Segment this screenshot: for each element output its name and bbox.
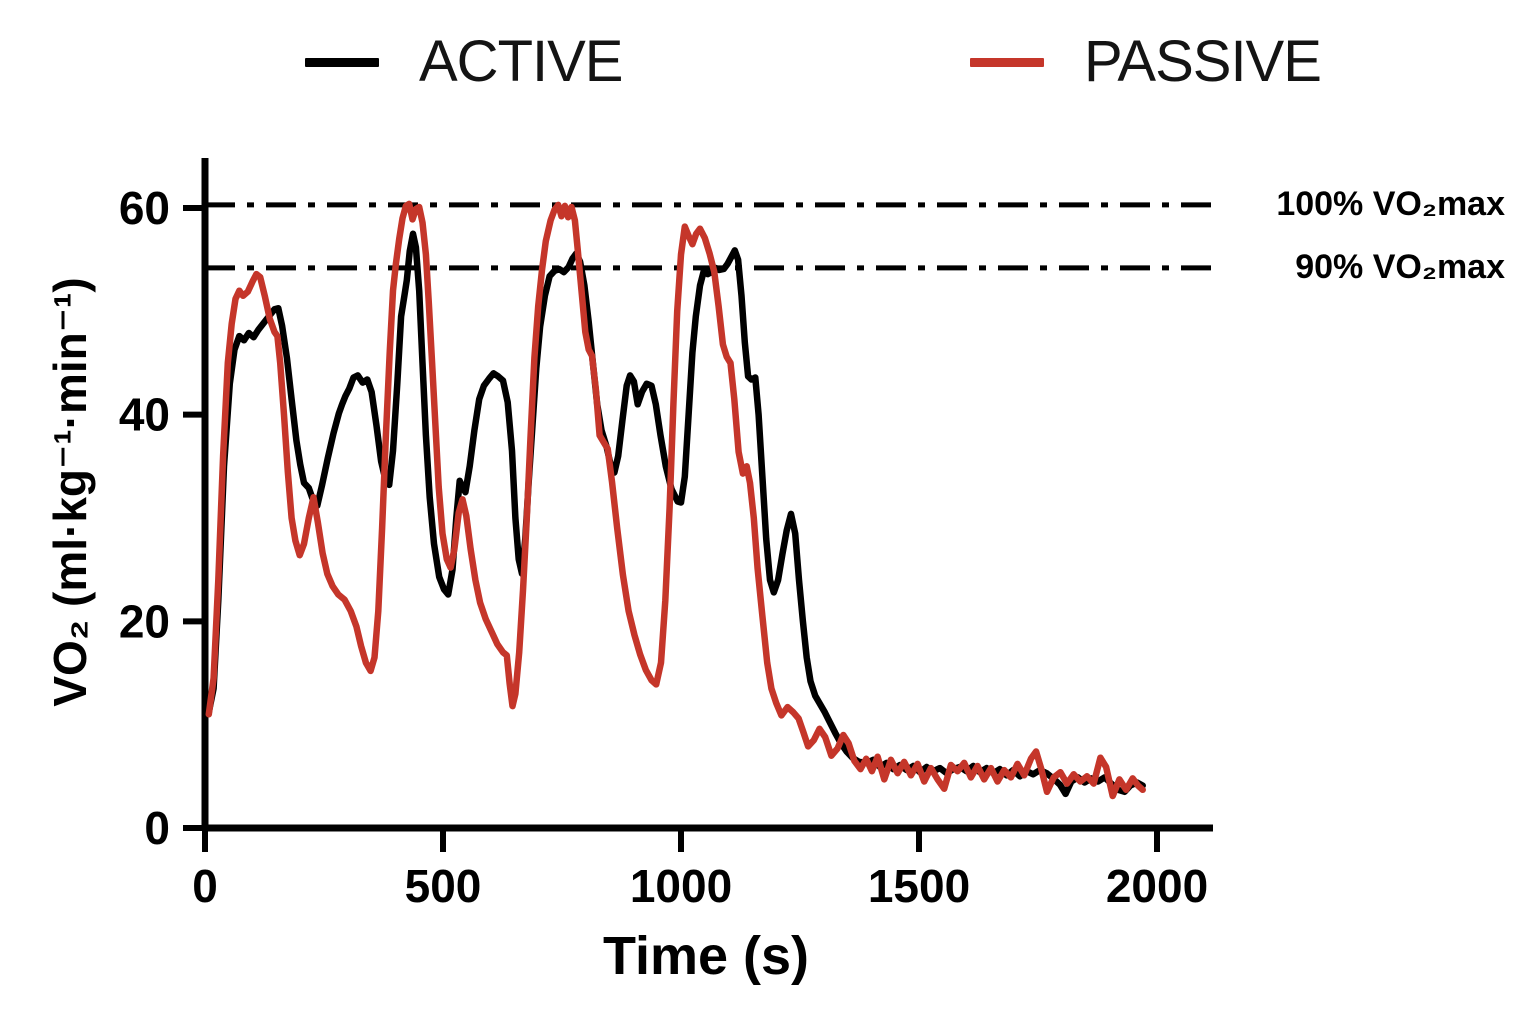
legend-label-active: ACTIVE: [419, 29, 623, 94]
legend-item-active: ACTIVE: [305, 30, 623, 94]
passive-line-swatch: [970, 57, 1044, 67]
x-tick-label: 1000: [630, 860, 732, 912]
x-tick-label: 0: [192, 860, 218, 912]
legend-label-passive: PASSIVE: [1084, 29, 1322, 94]
y-tick-label: 60: [119, 182, 170, 234]
reference-label-100pct: 100% VO₂max: [1276, 185, 1505, 223]
series-line-passive: [205, 200, 1146, 800]
y-tick-label: 20: [119, 595, 170, 647]
active-line-swatch: [305, 57, 379, 67]
x-axis-title: Time (s): [602, 926, 810, 986]
x-tick-label: 1500: [868, 860, 970, 912]
legend-item-passive: PASSIVE: [970, 29, 1322, 94]
y-tick-label: 40: [119, 389, 170, 441]
reference-label-90pct: 90% VO₂max: [1295, 248, 1505, 286]
x-tick-label: 500: [405, 860, 482, 912]
x-tick-label: 2000: [1106, 860, 1208, 912]
y-tick-label: 0: [144, 802, 170, 854]
